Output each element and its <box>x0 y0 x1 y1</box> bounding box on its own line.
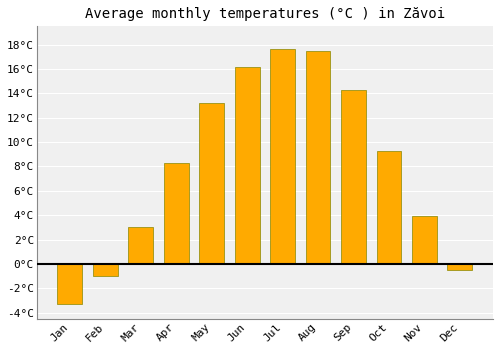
Bar <box>58 264 82 304</box>
Bar <box>93 264 118 276</box>
Bar <box>164 163 188 264</box>
Bar <box>412 216 437 264</box>
Bar <box>306 51 330 264</box>
Title: Average monthly temperatures (°C ) in Zăvoi: Average monthly temperatures (°C ) in Ză… <box>85 7 445 21</box>
Bar <box>341 90 366 264</box>
Bar <box>200 103 224 264</box>
Bar <box>270 49 295 264</box>
Bar <box>376 150 402 264</box>
Bar <box>448 264 472 270</box>
Bar <box>128 228 153 264</box>
Bar <box>235 66 260 264</box>
